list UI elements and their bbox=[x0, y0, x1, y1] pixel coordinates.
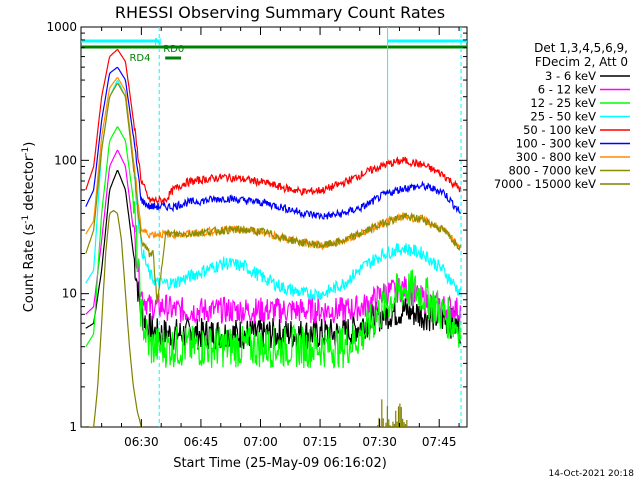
legend-label: 25 - 50 keV bbox=[530, 110, 596, 124]
y-tick-label: 1 bbox=[69, 420, 77, 434]
legend-label: 800 - 7000 keV bbox=[508, 164, 596, 178]
series-line-2 bbox=[85, 149, 461, 325]
flag-label-rd4: RD4 bbox=[129, 53, 150, 64]
series-line-6 bbox=[85, 66, 461, 220]
series-line-3 bbox=[85, 126, 461, 369]
x-tick-label: 06:30 bbox=[124, 435, 159, 449]
y-tick-label: 10 bbox=[62, 287, 77, 301]
y-axis-label-sup-2: -1 bbox=[21, 147, 31, 156]
series-line-5 bbox=[85, 48, 461, 204]
y-tick-label: 100 bbox=[54, 153, 77, 167]
series-line-7 bbox=[85, 77, 461, 252]
flag-label-rd0: RD0 bbox=[163, 44, 184, 55]
x-tick-label: 07:00 bbox=[243, 435, 278, 449]
series-line-4 bbox=[85, 79, 461, 301]
chart-title: RHESSI Observing Summary Count Rates bbox=[115, 3, 445, 22]
legend-header-2: FDecim 2, Att 0 bbox=[535, 55, 628, 69]
y-axis-label-sup-1: -1 bbox=[21, 215, 31, 224]
x-tick-label: 07:45 bbox=[422, 435, 457, 449]
y-axis-label-part-3: ) bbox=[22, 142, 37, 147]
flag-label-n: N bbox=[154, 37, 161, 48]
x-tick-label: 06:45 bbox=[184, 435, 219, 449]
x-axis-label: Start Time (25-May-09 06:16:02) bbox=[173, 456, 387, 471]
y-axis-label: Count Rate (s-1 detector-1) bbox=[21, 142, 37, 313]
plot-area bbox=[80, 26, 468, 428]
series-line-8 bbox=[85, 82, 461, 304]
timestamp: 14-Oct-2021 20:18 bbox=[549, 469, 635, 479]
legend-label: 100 - 300 keV bbox=[516, 137, 596, 151]
x-tick-label: 07:30 bbox=[362, 435, 397, 449]
x-axis: 06:30 06:45 07:00 07:15 07:30 07:45 bbox=[101, 27, 460, 449]
legend-header-1: Det 1,3,4,5,6,9, bbox=[534, 41, 628, 55]
y-axis: 1 10 100 1000 bbox=[46, 20, 467, 434]
legend-label: 12 - 25 keV bbox=[530, 96, 596, 110]
legend-label: 7000 - 15000 keV bbox=[494, 177, 596, 191]
x-tick-label: 07:15 bbox=[303, 435, 338, 449]
plot-frame bbox=[80, 26, 468, 428]
y-axis-label-part-2: detector bbox=[22, 155, 37, 215]
series-line-9 bbox=[85, 209, 143, 427]
y-tick-label: 1000 bbox=[46, 20, 77, 34]
legend-label: 3 - 6 keV bbox=[545, 69, 596, 83]
legend-label: 6 - 12 keV bbox=[538, 83, 596, 97]
legend: Det 1,3,4,5,6,9, FDecim 2, Att 0 3 - 6 k… bbox=[494, 41, 630, 191]
y-axis-label-part-1: Count Rate (s bbox=[22, 224, 37, 313]
legend-label: 50 - 100 keV bbox=[523, 123, 596, 137]
legend-label: 300 - 800 keV bbox=[516, 150, 596, 164]
